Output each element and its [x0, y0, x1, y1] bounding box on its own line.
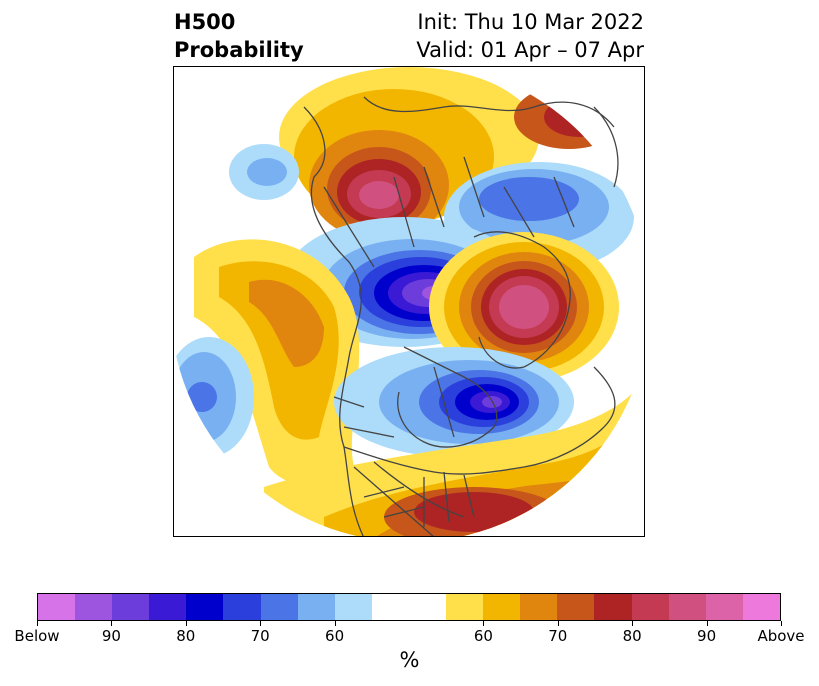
colorbar-segment	[483, 594, 521, 620]
colorbar-ticks	[37, 621, 782, 629]
colorbar-segment	[631, 594, 669, 620]
colorbar-tick	[483, 621, 485, 626]
colorbar-segment	[260, 594, 298, 620]
colorbar-tick-label: 80	[622, 627, 642, 645]
init-date-label: Init: Thu 10 Mar 2022	[417, 10, 644, 34]
anomaly-field	[174, 67, 644, 536]
colorbar-segment	[186, 594, 224, 620]
colorbar-segment	[149, 594, 187, 620]
coastlines	[303, 96, 619, 536]
colorbar-segment	[223, 594, 261, 620]
colorbar-segment	[112, 594, 150, 620]
colorbar-segment	[668, 594, 706, 620]
colorbar-tick-label: 60	[473, 627, 493, 645]
colorbar-tick-label: 70	[250, 627, 270, 645]
anomaly-above-greenland	[429, 232, 619, 382]
title-line-2: Probability	[174, 38, 304, 62]
colorbar-tick	[781, 621, 782, 626]
colorbar-segment	[371, 594, 409, 620]
colorbar-segment	[75, 594, 113, 620]
colorbar-segment	[557, 594, 595, 620]
colorbar-segment	[742, 594, 780, 620]
date-info: Init: Thu 10 Mar 2022 Valid: 01 Apr – 07…	[416, 8, 644, 64]
map-canvas	[174, 67, 644, 536]
anomaly-above-siberia	[279, 67, 624, 240]
colorbar-segment	[334, 594, 372, 620]
colorbar-tick	[111, 621, 113, 626]
colorbar-tick	[632, 621, 634, 626]
colorbar-unit-label: %	[399, 648, 420, 672]
colorbar-tick-label: 80	[176, 627, 196, 645]
colorbar-tick	[706, 621, 708, 626]
colorbar-tick	[185, 621, 187, 626]
valid-date-label: Valid: 01 Apr – 07 Apr	[416, 38, 644, 62]
colorbar-tick-label: Below	[14, 627, 60, 645]
colorbar	[37, 593, 781, 621]
colorbar-tick-label: 90	[101, 627, 121, 645]
colorbar-segment	[520, 594, 558, 620]
colorbar-tick-label: 90	[697, 627, 717, 645]
probability-map	[173, 66, 645, 537]
title-line-1: H500	[174, 10, 236, 34]
colorbar-segment	[38, 594, 76, 620]
colorbar-tick-label: 60	[325, 627, 345, 645]
colorbar-segment	[594, 594, 632, 620]
colorbar-tick	[37, 621, 38, 626]
colorbar-tick-label: Above	[757, 627, 805, 645]
colorbar-tick	[557, 621, 559, 626]
anomaly-above-pacific	[194, 239, 360, 486]
anomaly-below-nw-pacific	[229, 144, 299, 200]
colorbar-tick	[334, 621, 336, 626]
map-title: H500 Probability	[174, 8, 304, 64]
colorbar-tick-label: 70	[548, 627, 568, 645]
colorbar-segment	[705, 594, 743, 620]
colorbar-segment	[408, 594, 447, 620]
colorbar-tick	[260, 621, 262, 626]
colorbar-segment	[446, 594, 484, 620]
colorbar-segment	[297, 594, 335, 620]
